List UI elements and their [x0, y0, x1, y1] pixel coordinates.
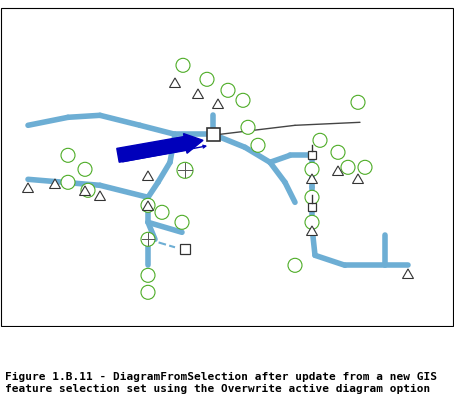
Circle shape [176, 58, 190, 72]
Polygon shape [306, 226, 317, 236]
Circle shape [331, 145, 345, 159]
Polygon shape [49, 179, 60, 188]
Circle shape [177, 162, 193, 178]
Circle shape [288, 258, 302, 272]
Circle shape [341, 160, 355, 174]
Circle shape [141, 268, 155, 282]
Circle shape [81, 183, 95, 197]
Circle shape [236, 93, 250, 107]
Circle shape [155, 205, 169, 219]
Polygon shape [403, 269, 414, 278]
Circle shape [175, 215, 189, 229]
Polygon shape [143, 171, 153, 181]
Polygon shape [143, 201, 153, 211]
Polygon shape [332, 166, 344, 175]
Bar [207, 128, 219, 141]
Polygon shape [23, 183, 34, 192]
Circle shape [61, 148, 75, 162]
Circle shape [313, 133, 327, 147]
Circle shape [221, 83, 235, 97]
Bar [308, 203, 316, 211]
Polygon shape [192, 89, 203, 99]
Circle shape [358, 160, 372, 174]
Polygon shape [94, 191, 105, 200]
Bar [308, 151, 316, 159]
Polygon shape [352, 174, 364, 183]
Circle shape [78, 162, 92, 176]
FancyArrow shape [117, 133, 203, 162]
Circle shape [141, 285, 155, 299]
Circle shape [251, 138, 265, 152]
Polygon shape [169, 78, 181, 88]
Bar [180, 244, 190, 254]
Polygon shape [306, 174, 317, 183]
Circle shape [141, 232, 155, 246]
Circle shape [305, 215, 319, 229]
Circle shape [305, 162, 319, 176]
Polygon shape [79, 186, 90, 196]
Circle shape [351, 95, 365, 109]
Text: Figure 1.B.11 - DiagramFromSelection after update from a new GIS
feature selecti: Figure 1.B.11 - DiagramFromSelection aft… [5, 372, 437, 394]
Circle shape [241, 120, 255, 134]
Circle shape [305, 190, 319, 204]
Circle shape [61, 175, 75, 189]
Circle shape [200, 72, 214, 86]
Polygon shape [212, 99, 223, 109]
Circle shape [141, 198, 155, 212]
